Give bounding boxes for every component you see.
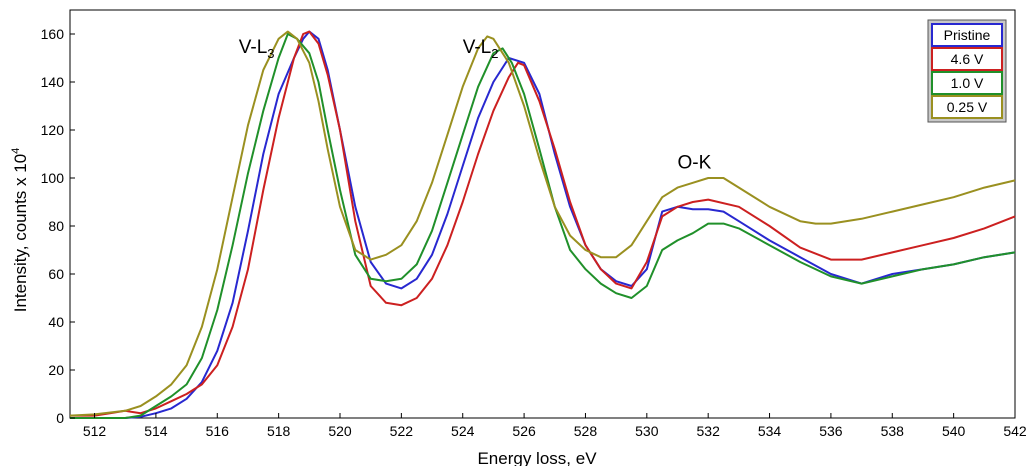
series-line-3 <box>69 30 1016 417</box>
x-tick-label: 518 <box>267 423 291 439</box>
peak-annotations: V-L3 V-L2 O-K <box>239 37 712 173</box>
peak-label: O-K <box>678 152 712 173</box>
series-layer <box>69 30 1016 419</box>
x-tick-label: 528 <box>574 423 598 439</box>
legend: Pristine 4.6 V 1.0 V 0.25 V <box>927 19 1007 123</box>
peak-label: V-L3 <box>239 37 275 61</box>
y-tick-label: 20 <box>48 362 64 378</box>
x-tick-label: 532 <box>697 423 721 439</box>
series-line-0 <box>70 30 1016 419</box>
legend-label: 1.0 V <box>951 75 984 91</box>
y-tick-label: 40 <box>48 314 64 330</box>
plot-frame <box>69 9 1016 419</box>
y-tick-label: 160 <box>41 26 65 42</box>
legend-swatch-1 <box>931 47 1003 71</box>
series-line-2 <box>70 33 1016 419</box>
y-tick-label: 140 <box>41 74 65 90</box>
x-tick-label: 524 <box>451 423 475 439</box>
y-tick-label: 100 <box>41 170 65 186</box>
x-tick-label: 530 <box>635 423 659 439</box>
legend-swatch-3 <box>931 95 1003 119</box>
y-tick-label: 120 <box>41 122 65 138</box>
x-tick-label: 512 <box>83 423 107 439</box>
y-tick-label: 0 <box>56 410 64 426</box>
x-axis-title: Energy loss, eV <box>477 449 597 466</box>
plot-area: 512 514 516 518 520 522 524 526 528 530 532 534 536 5… <box>41 9 1027 439</box>
x-tick-label: 542 <box>1003 423 1027 439</box>
legend-label: 0.25 V <box>947 99 988 115</box>
y-tick-label: 60 <box>48 266 64 282</box>
legend-label: 4.6 V <box>951 51 984 67</box>
x-tick-label: 526 <box>512 423 536 439</box>
x-tick-label: 538 <box>881 423 905 439</box>
peak-label: V-L2 <box>463 37 499 61</box>
x-tick-label: 540 <box>942 423 966 439</box>
legend-swatch-2 <box>931 71 1003 95</box>
y-axis-title: Intensity, counts x 104 <box>10 148 30 313</box>
series-line-1 <box>70 30 1016 417</box>
x-tick-label: 536 <box>819 423 843 439</box>
x-tick-label: 522 <box>390 423 414 439</box>
x-tick-label: 520 <box>328 423 352 439</box>
legend-swatch-0 <box>931 23 1003 47</box>
y-axis: 0 20 40 60 80 100 120 140 160 <box>41 26 75 426</box>
x-tick-label: 534 <box>758 423 782 439</box>
x-tick-label: 516 <box>206 423 230 439</box>
x-axis: 512 514 516 518 520 522 524 526 528 530 532 534 536 5… <box>83 413 1027 439</box>
legend-label: Pristine <box>944 27 991 43</box>
y-tick-label: 80 <box>48 218 64 234</box>
x-tick-label: 514 <box>144 423 168 439</box>
